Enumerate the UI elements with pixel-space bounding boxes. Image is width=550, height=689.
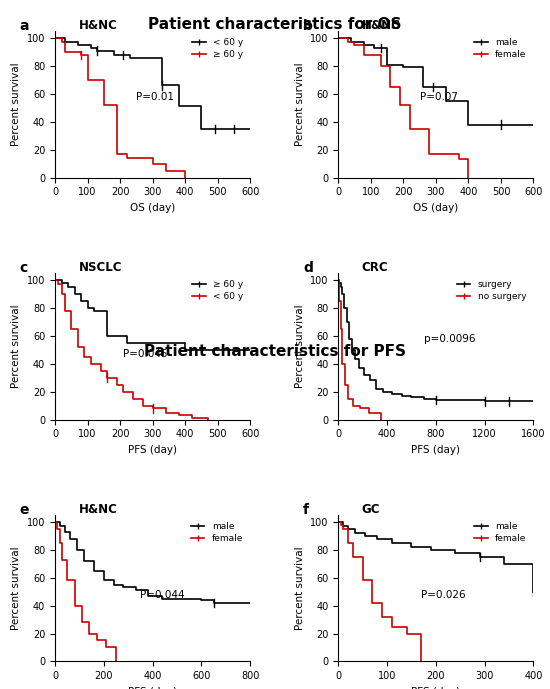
Text: f: f	[303, 503, 309, 517]
Text: Patient characteristics for PFS: Patient characteristics for PFS	[144, 344, 406, 360]
Text: Patient characteristics for OS: Patient characteristics for OS	[148, 17, 402, 32]
X-axis label: PFS (day): PFS (day)	[128, 445, 177, 455]
Text: c: c	[20, 261, 28, 275]
Y-axis label: Percent survival: Percent survival	[295, 63, 305, 146]
Legend: surgery, no surgery: surgery, no surgery	[454, 278, 529, 304]
X-axis label: OS (day): OS (day)	[130, 203, 175, 213]
Text: P=0.045: P=0.045	[123, 349, 168, 358]
Y-axis label: Percent survival: Percent survival	[12, 63, 21, 146]
Y-axis label: Percent survival: Percent survival	[295, 546, 305, 630]
Text: NSCLC: NSCLC	[79, 261, 122, 274]
Text: H&NC: H&NC	[362, 19, 400, 32]
Legend: < 60 y, ≥ 60 y: < 60 y, ≥ 60 y	[189, 36, 246, 61]
Text: p=0.0096: p=0.0096	[424, 334, 475, 344]
X-axis label: PFS (day): PFS (day)	[411, 445, 460, 455]
Legend: male, female: male, female	[188, 520, 246, 546]
X-axis label: PFS (day): PFS (day)	[411, 687, 460, 689]
Text: d: d	[303, 261, 313, 275]
Text: b: b	[303, 19, 313, 33]
X-axis label: PFS (day): PFS (day)	[128, 687, 177, 689]
Text: H&NC: H&NC	[79, 19, 117, 32]
Text: CRC: CRC	[362, 261, 388, 274]
Legend: male, female: male, female	[471, 36, 529, 61]
X-axis label: OS (day): OS (day)	[413, 203, 459, 213]
Legend: male, female: male, female	[471, 520, 529, 546]
Text: e: e	[20, 503, 29, 517]
Text: P=0.01: P=0.01	[136, 92, 174, 102]
Text: P=0.044: P=0.044	[140, 590, 185, 601]
Text: GC: GC	[362, 503, 380, 516]
Text: P=0.026: P=0.026	[421, 590, 466, 601]
Y-axis label: Percent survival: Percent survival	[295, 305, 305, 388]
Text: H&NC: H&NC	[79, 503, 117, 516]
Text: a: a	[20, 19, 29, 33]
Y-axis label: Percent survival: Percent survival	[12, 305, 21, 388]
Text: P=0.07: P=0.07	[420, 92, 458, 102]
Y-axis label: Percent survival: Percent survival	[12, 546, 21, 630]
Legend: ≥ 60 y, < 60 y: ≥ 60 y, < 60 y	[189, 278, 246, 304]
